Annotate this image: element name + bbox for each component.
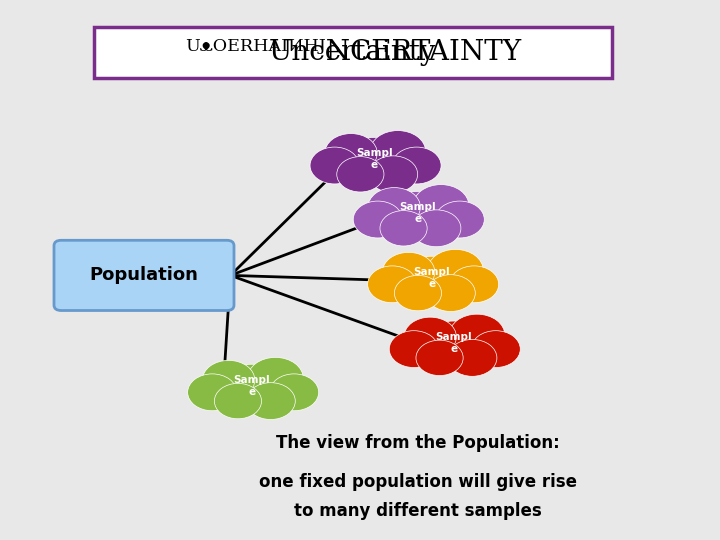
Text: ᵁᵜᴼᴱᴿᴴᴬᴵᴻᴴᴶNCERTAINTY: ᵁᵜᴼᴱᴿᴴᴬᴵᴻᴴᴶNCERTAINTY xyxy=(185,39,521,66)
Circle shape xyxy=(310,147,359,184)
Text: Sampl
e: Sampl e xyxy=(356,148,392,170)
Circle shape xyxy=(449,266,499,303)
Circle shape xyxy=(246,383,295,420)
Circle shape xyxy=(370,131,426,172)
Text: Uncertainty: Uncertainty xyxy=(269,39,436,66)
Circle shape xyxy=(202,360,255,400)
FancyBboxPatch shape xyxy=(94,27,612,78)
Circle shape xyxy=(395,275,441,311)
Circle shape xyxy=(354,201,402,238)
Circle shape xyxy=(248,357,303,399)
Circle shape xyxy=(392,147,441,184)
Circle shape xyxy=(404,317,456,356)
Text: one fixed population will give rise
to many different samples: one fixed population will give rise to m… xyxy=(258,473,577,521)
Text: Population: Population xyxy=(89,266,199,285)
Circle shape xyxy=(428,249,483,291)
Circle shape xyxy=(390,330,438,368)
FancyBboxPatch shape xyxy=(54,240,234,310)
Circle shape xyxy=(449,314,505,356)
Circle shape xyxy=(471,330,521,368)
Circle shape xyxy=(219,364,285,414)
Circle shape xyxy=(380,211,427,246)
Circle shape xyxy=(412,210,461,247)
Circle shape xyxy=(342,137,408,186)
Circle shape xyxy=(188,374,237,411)
Text: The view from the Population:: The view from the Population: xyxy=(276,434,559,452)
Circle shape xyxy=(269,374,319,411)
Text: Sampl
e: Sampl e xyxy=(414,267,450,289)
Circle shape xyxy=(420,321,487,370)
Text: Sampl
e: Sampl e xyxy=(400,202,436,224)
Circle shape xyxy=(337,157,384,192)
Circle shape xyxy=(413,185,469,226)
Circle shape xyxy=(382,252,435,292)
Circle shape xyxy=(416,340,463,376)
Circle shape xyxy=(325,133,377,173)
Circle shape xyxy=(399,256,465,306)
Text: Sampl
e: Sampl e xyxy=(436,332,472,354)
Circle shape xyxy=(369,156,418,193)
Circle shape xyxy=(435,201,485,238)
Circle shape xyxy=(448,340,497,376)
Text: Sampl
e: Sampl e xyxy=(234,375,270,397)
Circle shape xyxy=(215,383,261,419)
Circle shape xyxy=(368,187,420,227)
Circle shape xyxy=(368,266,417,303)
Circle shape xyxy=(384,192,451,241)
Circle shape xyxy=(426,275,475,312)
